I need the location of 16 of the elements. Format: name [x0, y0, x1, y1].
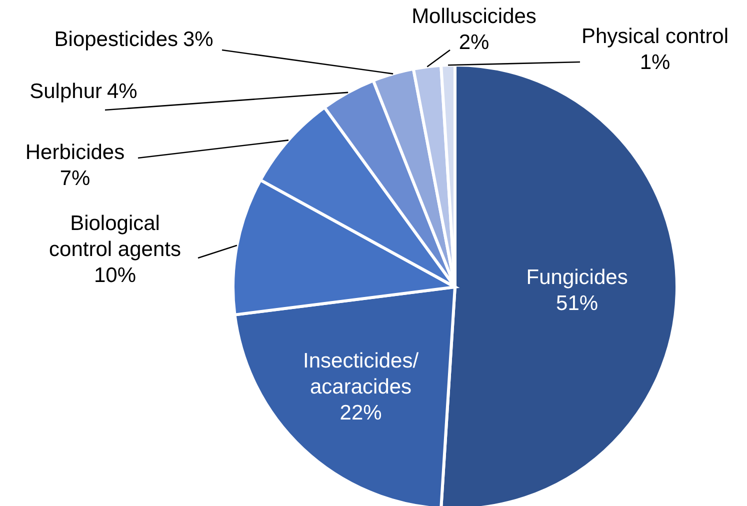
data-label: 7%: [60, 167, 90, 190]
slice-label: Biological control agents: [49, 212, 181, 261]
data-label: 22%: [340, 401, 382, 424]
slice-label: Sulphur: [30, 80, 102, 103]
slice-label: Herbicides: [25, 141, 125, 164]
data-label: 4%: [107, 80, 138, 103]
data-label: 2%: [458, 31, 490, 54]
slice-label: Physical control: [581, 25, 729, 48]
slice-label: Insecticides/acaracides: [303, 349, 419, 398]
slice-label: Fungicides: [526, 266, 628, 289]
data-label: 3%: [183, 28, 214, 51]
data-label: 51%: [556, 292, 598, 315]
slice-label: Molluscicides: [412, 5, 536, 28]
data-label: 10%: [94, 264, 136, 287]
data-label: 1%: [640, 51, 670, 74]
slice-label: Biopesticides: [54, 28, 178, 51]
